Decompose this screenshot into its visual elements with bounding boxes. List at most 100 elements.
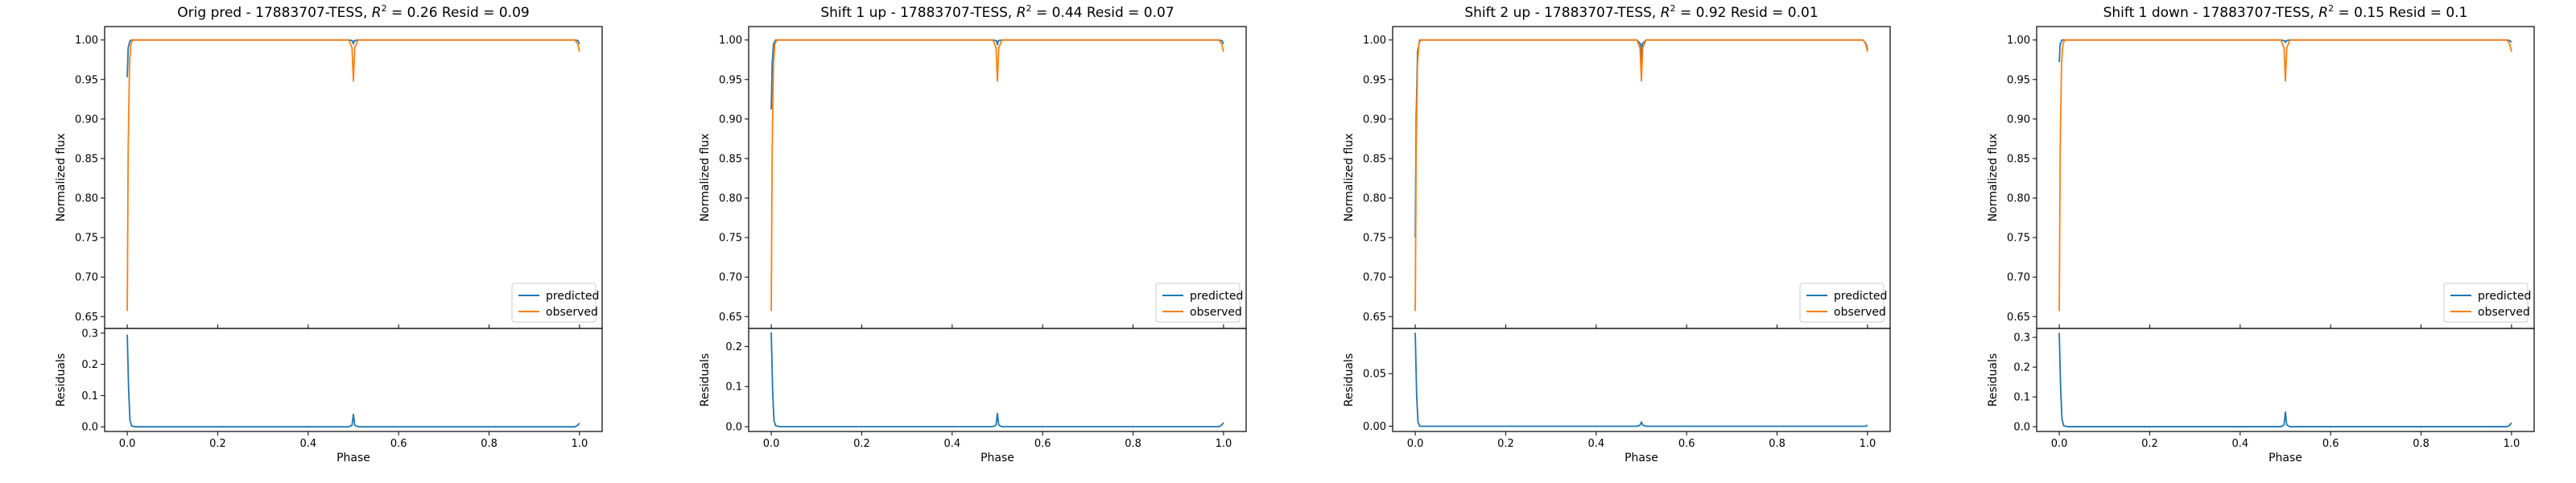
flux-y-tick-label: 0.90	[2007, 114, 2030, 126]
residual-y-tick-label: 0.3	[2013, 332, 2030, 345]
x-tick-label: 0.4	[299, 438, 316, 450]
subplot-4: Shift 1 down - 17883707-TESS, R2 = 0.15 …	[1987, 3, 2535, 464]
residual-y-tick-label: 0.05	[1363, 369, 1386, 381]
x-axis-label: Phase	[980, 452, 1014, 464]
subplot-title: Orig pred - 17883707-TESS, R2 = 0.26 Res…	[177, 3, 529, 21]
x-tick-label: 0.0	[763, 438, 780, 450]
series-line-observed	[1414, 39, 1868, 312]
flux-y-tick-label: 1.00	[75, 35, 98, 47]
residual-y-tick-label: 0.1	[2013, 392, 2030, 404]
flux-y-tick-label: 0.85	[75, 153, 98, 165]
flux-y-tick-label: 0.90	[75, 114, 98, 126]
subplot-title: Shift 1 down - 17883707-TESS, R2 = 0.15 …	[2103, 3, 2468, 21]
flux-y-axis-label: Normalized flux	[55, 134, 68, 222]
subplot-2: Shift 1 up - 17883707-TESS, R2 = 0.44 Re…	[699, 3, 1247, 464]
flux-y-tick-label: 0.80	[1363, 193, 1386, 205]
flux-y-tick-label: 0.75	[75, 233, 98, 245]
residual-axes-frame	[748, 328, 1247, 432]
flux-y-tick-label: 0.95	[719, 74, 742, 86]
residual-y-axis-label: Residuals	[55, 353, 68, 407]
residual-y-tick-label: 0.0	[81, 422, 98, 434]
legend-label-observed: observed	[546, 306, 598, 319]
residual-y-tick-label: 0.2	[81, 359, 98, 371]
flux-y-tick-label: 0.70	[1363, 272, 1386, 284]
series-line-observed	[770, 39, 1224, 312]
x-tick-label: 0.6	[1678, 438, 1695, 450]
series-line-observed	[2058, 39, 2512, 312]
residual-y-axis-label: Residuals	[1343, 353, 1356, 407]
title-text: Shift 1 up - 17883707-TESS,	[820, 5, 1016, 21]
flux-y-tick-label: 0.80	[75, 193, 98, 205]
x-tick-label: 0.2	[1497, 438, 1514, 450]
flux-y-tick-label: 0.75	[2007, 233, 2030, 245]
x-axis-label: Phase	[336, 452, 370, 464]
flux-y-tick-label: 0.70	[719, 272, 742, 284]
title-r2-value: = 0.26 Resid = 0.09	[387, 5, 530, 21]
title-text: Shift 1 down - 17883707-TESS,	[2103, 5, 2319, 21]
series-line-predicted	[2058, 39, 2512, 63]
legend-label-observed: observed	[1834, 306, 1886, 319]
flux-y-axis-label: Normalized flux	[1343, 134, 1356, 222]
residual-y-tick-label: 0.0	[725, 422, 742, 434]
flux-y-tick-label: 1.00	[1363, 35, 1386, 47]
subplot-3: Shift 2 up - 17883707-TESS, R2 = 0.92 Re…	[1343, 3, 1891, 464]
title-text: Shift 2 up - 17883707-TESS,	[1464, 5, 1660, 21]
x-tick-label: 1.0	[572, 438, 588, 450]
title-r2-superscript: 2	[1670, 3, 1676, 14]
title-r2-symbol: R	[1661, 5, 1670, 21]
residual-line	[2058, 332, 2512, 427]
flux-y-tick-label: 0.85	[719, 153, 742, 165]
x-tick-label: 0.6	[2322, 438, 2339, 450]
flux-y-tick-label: 1.00	[2007, 35, 2030, 47]
flux-y-tick-label: 0.70	[2007, 272, 2030, 284]
flux-y-axis-label: Normalized flux	[699, 134, 712, 222]
flux-y-tick-label: 0.85	[2007, 153, 2030, 165]
legend-label-observed: observed	[1190, 306, 1242, 319]
x-tick-label: 0.0	[119, 438, 136, 450]
x-tick-label: 0.4	[943, 438, 960, 450]
flux-y-tick-label: 0.65	[2007, 312, 2030, 324]
flux-y-tick-label: 0.95	[2007, 74, 2030, 86]
flux-y-tick-label: 0.85	[1363, 153, 1386, 165]
x-tick-label: 0.8	[2413, 438, 2429, 450]
title-r2-value: = 0.15 Resid = 0.1	[2334, 5, 2467, 21]
flux-y-tick-label: 0.65	[719, 312, 742, 324]
title-r2-symbol: R	[2318, 5, 2328, 21]
x-tick-label: 0.4	[1587, 438, 1604, 450]
flux-y-tick-label: 0.90	[719, 114, 742, 126]
x-tick-label: 1.0	[1860, 438, 1876, 450]
subplot-title: Shift 2 up - 17883707-TESS, R2 = 0.92 Re…	[1464, 3, 1818, 21]
x-axis-label: Phase	[2268, 452, 2302, 464]
legend-label-predicted: predicted	[2478, 290, 2531, 303]
legend-label-predicted: predicted	[1834, 290, 1887, 303]
residual-y-tick-label: 0.1	[81, 390, 98, 402]
flux-y-tick-label: 0.95	[1363, 74, 1386, 86]
title-r2-superscript: 2	[1026, 3, 1032, 14]
x-tick-label: 0.6	[390, 438, 407, 450]
flux-y-tick-label: 0.80	[719, 193, 742, 205]
residual-line	[1414, 332, 1868, 427]
title-r2-symbol: R	[372, 5, 382, 21]
residual-y-axis-label: Residuals	[1987, 353, 2000, 407]
x-tick-label: 0.8	[481, 438, 497, 450]
x-tick-label: 0.2	[853, 438, 870, 450]
legend-label-observed: observed	[2478, 306, 2530, 319]
title-r2-symbol: R	[1017, 5, 1026, 21]
x-tick-label: 1.0	[1216, 438, 1232, 450]
flux-y-tick-label: 0.90	[1363, 114, 1386, 126]
title-text: Orig pred - 17883707-TESS,	[177, 5, 372, 21]
flux-y-tick-label: 0.80	[2007, 193, 2030, 205]
x-tick-label: 0.2	[209, 438, 226, 450]
title-r2-superscript: 2	[2328, 3, 2334, 14]
residual-axes-frame	[1392, 328, 1891, 432]
residual-y-tick-label: 0.0	[2013, 422, 2030, 434]
residual-y-tick-label: 0.2	[725, 341, 742, 353]
flux-y-tick-label: 0.65	[75, 312, 98, 324]
legend-label-predicted: predicted	[1190, 290, 1243, 303]
flux-y-tick-label: 0.70	[75, 272, 98, 284]
title-r2-value: = 0.92 Resid = 0.01	[1676, 5, 1818, 21]
x-tick-label: 0.0	[1407, 438, 1424, 450]
legend-label-predicted: predicted	[546, 290, 599, 303]
residual-line	[770, 332, 1224, 427]
flux-y-axis-label: Normalized flux	[1987, 134, 2000, 222]
